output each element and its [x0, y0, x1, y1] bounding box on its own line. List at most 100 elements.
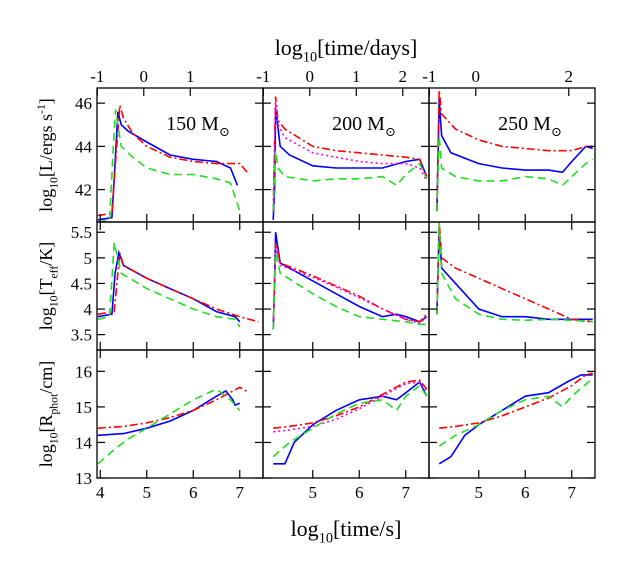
data-line	[97, 386, 250, 429]
panel-frame	[428, 87, 596, 223]
label-part: log	[36, 189, 56, 212]
x-tick-label: 7	[236, 483, 245, 502]
label-part: 10	[47, 295, 60, 307]
data-line	[273, 380, 428, 465]
panel-frame	[96, 221, 264, 351]
label-part: log	[275, 35, 303, 60]
x2-tick-label: 0	[472, 67, 481, 86]
y-tick-label: 5.5	[71, 223, 92, 242]
label-part: 150 M	[166, 113, 219, 135]
label-part: [time/days]	[317, 35, 417, 60]
x2-tick-label: 2	[399, 67, 408, 86]
x2-tick-label: 0	[306, 67, 315, 86]
data-line	[97, 109, 241, 222]
label-part: log	[291, 516, 319, 541]
y-tick-label: 44	[75, 137, 93, 156]
x-tick-label: 5	[309, 483, 318, 502]
x-tick-label: 7	[568, 483, 577, 502]
data-line	[436, 135, 594, 212]
x-tick-label: 6	[189, 483, 198, 502]
label-part: 250 M	[498, 113, 551, 135]
data-line	[97, 242, 241, 328]
y-tick-label: 13	[75, 469, 92, 488]
y-axis-label: log10[Teff/K]	[36, 242, 60, 330]
y-tick-label: 4	[84, 300, 93, 319]
y-tick-label: 5	[84, 249, 93, 268]
y-tick-label: 42	[75, 181, 92, 200]
panel-frame	[96, 87, 264, 223]
data-line	[273, 381, 428, 433]
data-line	[272, 384, 428, 458]
panel-frame	[428, 221, 596, 351]
panel	[97, 242, 259, 328]
data-line	[438, 377, 594, 447]
panel	[272, 232, 428, 330]
data-line	[97, 389, 241, 437]
label-part: 10	[303, 50, 317, 66]
panel-frame	[262, 221, 430, 351]
y-tick-label: 3.5	[71, 326, 92, 345]
x-tick-label: 5	[143, 483, 152, 502]
label-part: ⊙	[385, 124, 396, 139]
label-part: 10	[47, 177, 60, 189]
data-line	[436, 222, 593, 323]
x2-tick-label: 2	[565, 67, 574, 86]
x-tick-label: 7	[402, 483, 411, 502]
panel	[438, 372, 594, 465]
y-axis-label: log10[Rphot/cm]	[36, 361, 60, 467]
data-line	[272, 103, 428, 212]
label-part: ⊙	[219, 124, 230, 139]
label-part: 10	[47, 432, 60, 444]
x2-tick-label: -1	[90, 67, 104, 86]
label-part: phot	[47, 393, 60, 415]
data-line	[436, 227, 593, 321]
panel	[97, 386, 250, 465]
data-line	[97, 111, 239, 221]
panel	[436, 90, 594, 212]
x2-tick-label: 1	[186, 67, 195, 86]
panel	[97, 105, 250, 222]
mass-label: 250 M⊙	[498, 113, 562, 139]
label-part: 10	[319, 531, 333, 547]
label-part: ⊙	[551, 124, 562, 139]
label-part: /cm]	[36, 361, 56, 394]
panel-frame	[262, 87, 430, 223]
x-tick-label: 6	[355, 483, 364, 502]
x-tick-label: 5	[475, 483, 484, 502]
label-part: ]	[36, 98, 56, 104]
y-tick-label: 16	[75, 362, 92, 381]
panel	[272, 96, 428, 220]
data-line	[436, 222, 593, 323]
x2-tick-label: -1	[422, 67, 436, 86]
data-line	[97, 388, 241, 465]
x-tick-label: 6	[521, 483, 530, 502]
data-line	[272, 242, 428, 330]
x2-tick-label: -1	[256, 67, 270, 86]
x-axis-label: log10[time/s]	[291, 516, 402, 547]
label-part: [T	[36, 279, 56, 296]
label-part: [L/ergs s	[36, 114, 56, 177]
label-part: -1	[35, 104, 48, 114]
label-part: [time/s]	[333, 516, 401, 541]
y-tick-label: 46	[75, 94, 92, 113]
label-part: eff	[47, 266, 60, 279]
y-tick-label: 4.5	[71, 274, 92, 293]
data-line	[436, 90, 593, 212]
data-line	[97, 252, 259, 323]
label-part: 200 M	[332, 113, 385, 135]
mass-label: 200 M⊙	[332, 113, 396, 139]
data-line	[436, 98, 593, 212]
data-line	[97, 105, 250, 217]
data-line	[272, 96, 428, 212]
data-line	[273, 379, 428, 429]
y-tick-label: 14	[75, 433, 93, 452]
label-part: /K]	[36, 242, 56, 266]
mass-label: 150 M⊙	[166, 113, 230, 139]
data-line	[438, 374, 593, 465]
y-tick-label: 15	[75, 398, 92, 417]
x-tick-label: 4	[96, 483, 105, 502]
label-part: [R	[36, 415, 56, 433]
x2-tick-label: 0	[140, 67, 149, 86]
data-line	[272, 247, 428, 330]
